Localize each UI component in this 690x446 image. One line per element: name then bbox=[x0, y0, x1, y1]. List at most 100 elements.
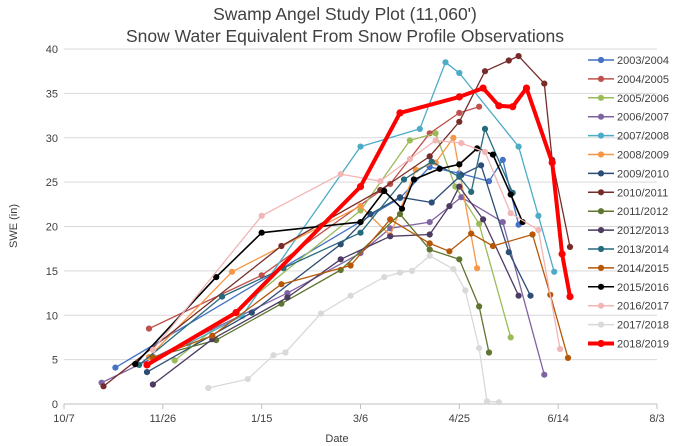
legend-label: 2012/2013 bbox=[617, 225, 669, 237]
legend-entry: 2014/2015 bbox=[588, 263, 669, 275]
data-point bbox=[558, 250, 566, 258]
data-point bbox=[145, 325, 153, 332]
data-point bbox=[436, 165, 443, 172]
legend-marker bbox=[597, 339, 605, 348]
data-point bbox=[507, 334, 514, 341]
data-point bbox=[456, 256, 463, 263]
legend-label: 2005/2006 bbox=[617, 93, 669, 105]
data-point bbox=[442, 59, 449, 66]
data-point bbox=[357, 207, 364, 214]
data-point bbox=[446, 248, 453, 255]
data-point bbox=[132, 361, 139, 368]
data-point bbox=[428, 158, 435, 165]
series-lines bbox=[98, 53, 574, 406]
data-point bbox=[270, 352, 277, 359]
legend-label: 2014/2015 bbox=[617, 263, 669, 275]
data-point bbox=[446, 203, 453, 210]
data-point bbox=[426, 252, 433, 259]
series-line bbox=[138, 128, 514, 366]
data-point bbox=[478, 162, 485, 169]
data-point bbox=[232, 309, 240, 317]
data-point bbox=[356, 183, 365, 191]
x-tick-label: 10/7 bbox=[53, 413, 74, 425]
data-point bbox=[278, 242, 285, 250]
data-point bbox=[548, 159, 556, 167]
series-2015-2016 bbox=[132, 145, 526, 368]
data-point bbox=[462, 287, 469, 294]
data-point bbox=[244, 376, 251, 383]
y-tick-label: 25 bbox=[46, 177, 58, 189]
data-point bbox=[481, 68, 489, 75]
legend-marker bbox=[597, 151, 605, 158]
data-point bbox=[455, 93, 463, 101]
legend-label: 2013/2014 bbox=[617, 244, 669, 256]
data-point bbox=[284, 294, 291, 301]
series-line bbox=[152, 218, 569, 359]
legend-label: 2007/2008 bbox=[617, 131, 669, 143]
legend-marker bbox=[597, 264, 605, 271]
data-point bbox=[476, 345, 483, 352]
data-point bbox=[476, 103, 483, 110]
data-point bbox=[357, 219, 364, 226]
legend-label: 2008/2009 bbox=[617, 150, 669, 162]
data-point bbox=[499, 156, 506, 163]
data-point bbox=[529, 231, 536, 238]
legend-label: 2006/2007 bbox=[617, 112, 669, 124]
data-point bbox=[337, 171, 344, 178]
data-point bbox=[509, 103, 517, 111]
series-2012-2013 bbox=[149, 183, 522, 388]
data-point bbox=[566, 243, 574, 250]
legend-marker bbox=[597, 208, 605, 215]
data-point bbox=[219, 293, 226, 300]
legend-entry: 2017/2018 bbox=[588, 320, 669, 332]
data-point bbox=[541, 371, 548, 378]
data-point bbox=[357, 143, 364, 150]
series-2010-2011 bbox=[100, 53, 574, 390]
legend-entry: 2013/2014 bbox=[588, 244, 669, 256]
data-point bbox=[282, 349, 289, 356]
legend-label: 2009/2010 bbox=[617, 168, 669, 180]
data-point bbox=[456, 118, 463, 125]
data-point bbox=[278, 281, 285, 288]
data-point bbox=[505, 57, 512, 64]
data-point bbox=[468, 230, 475, 237]
series-2009-2010 bbox=[143, 162, 534, 376]
data-point bbox=[406, 155, 413, 163]
x-tick-label: 3/6 bbox=[353, 413, 368, 425]
legend-label: 2015/2016 bbox=[617, 282, 669, 294]
series-2005-2006 bbox=[171, 130, 514, 364]
chart-title: Swamp Angel Study Plot (11,060') bbox=[213, 4, 477, 24]
data-point bbox=[213, 274, 220, 281]
x-tick-label: 1/15 bbox=[251, 413, 272, 425]
data-point bbox=[396, 269, 404, 276]
legend-label: 2004/2005 bbox=[617, 74, 669, 86]
legend-marker bbox=[597, 245, 605, 253]
data-point bbox=[258, 212, 265, 219]
data-point bbox=[505, 249, 512, 256]
data-point bbox=[357, 203, 364, 210]
data-point bbox=[377, 178, 384, 185]
data-point bbox=[100, 383, 107, 390]
data-point bbox=[450, 266, 457, 273]
data-point bbox=[400, 176, 408, 183]
legend-entry: 2007/2008 bbox=[588, 131, 669, 143]
series-2017-2018 bbox=[205, 252, 502, 406]
data-point bbox=[522, 84, 531, 92]
data-point bbox=[416, 125, 423, 132]
data-point bbox=[317, 310, 325, 317]
legend-entry: 2010/2011 bbox=[588, 187, 668, 199]
data-point bbox=[535, 226, 542, 234]
legend-marker bbox=[597, 227, 605, 234]
legend-label: 2010/2011 bbox=[617, 187, 668, 199]
legend-marker bbox=[597, 189, 605, 196]
legend-marker bbox=[597, 321, 605, 328]
data-point bbox=[347, 262, 354, 269]
y-tick-label: 5 bbox=[52, 355, 58, 367]
legend-marker bbox=[597, 75, 605, 82]
gridlines bbox=[64, 48, 657, 361]
data-point bbox=[474, 265, 481, 272]
data-point bbox=[406, 137, 413, 144]
legend-entry: 2003/2004 bbox=[588, 55, 669, 67]
legend-entry: 2016/2017 bbox=[588, 301, 669, 313]
